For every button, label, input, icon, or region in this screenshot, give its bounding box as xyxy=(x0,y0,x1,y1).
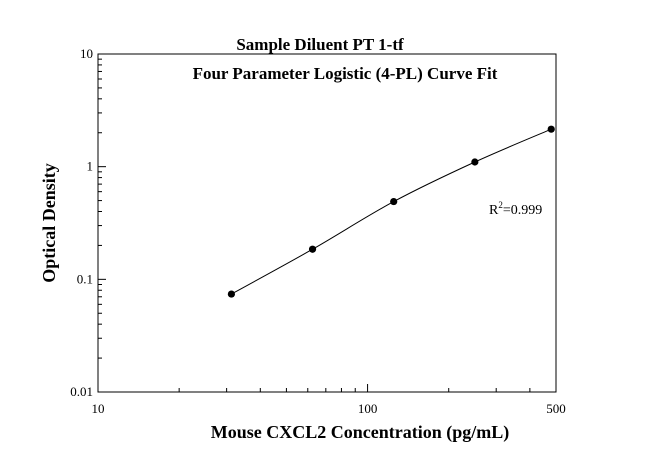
y-axis-label: Optical Density xyxy=(39,163,59,283)
data-point xyxy=(227,290,235,298)
data-point xyxy=(390,197,398,206)
x-tick-label: 100 xyxy=(358,401,378,416)
r-squared-annotation: R2=0.999 xyxy=(489,200,542,218)
data-points xyxy=(227,125,555,298)
plot-frame xyxy=(97,53,557,393)
r-squared-value: =0.999 xyxy=(503,203,542,218)
chart-subtitle: Four Parameter Logistic (4-PL) Curve Fit xyxy=(193,64,498,83)
r-squared-superscript: 2 xyxy=(498,200,503,210)
x-tick-label: 10 xyxy=(92,401,105,416)
y-tick-label: 10 xyxy=(80,46,93,61)
y-tick-label: 0.01 xyxy=(70,384,93,399)
r-squared-prefix: R xyxy=(489,203,499,218)
chart-title: Sample Diluent PT 1-tf xyxy=(236,35,404,54)
data-point xyxy=(308,245,317,253)
y-tick-label: 0.1 xyxy=(77,271,93,286)
axis-tick-labels: 0.01 0.1 1 10 10 100 500 xyxy=(70,46,566,416)
x-tick-label: 500 xyxy=(546,401,566,416)
data-point xyxy=(547,125,555,133)
data-point xyxy=(471,158,479,166)
y-tick-label: 1 xyxy=(87,159,94,174)
axis-ticks xyxy=(97,53,557,393)
x-axis-label: Mouse CXCL2 Concentration (pg/mL) xyxy=(211,422,510,443)
